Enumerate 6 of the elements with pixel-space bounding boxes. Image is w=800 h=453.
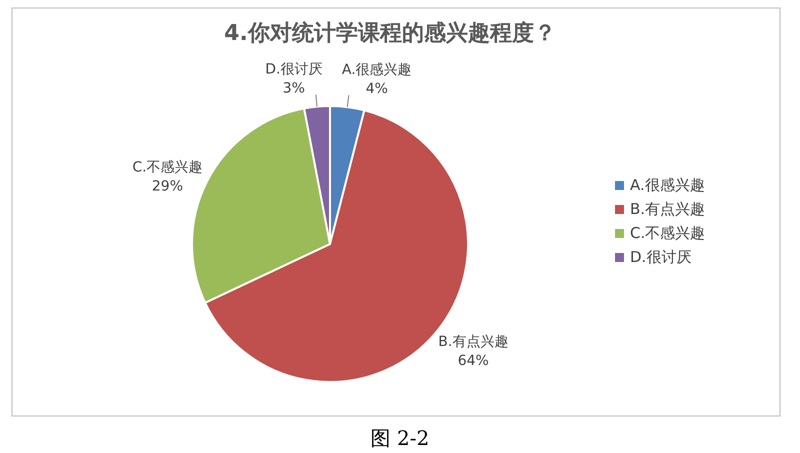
chart-title: 4.你对统计学课程的感兴趣程度？ xyxy=(224,20,556,46)
legend-label: A.很感兴趣 xyxy=(630,176,705,194)
caption: 图 2-2 xyxy=(370,426,430,450)
legend-label: B.有点兴趣 xyxy=(630,200,706,218)
legend-label: C.不感兴趣 xyxy=(630,224,706,242)
legend-label: D.很讨厌 xyxy=(630,248,692,266)
